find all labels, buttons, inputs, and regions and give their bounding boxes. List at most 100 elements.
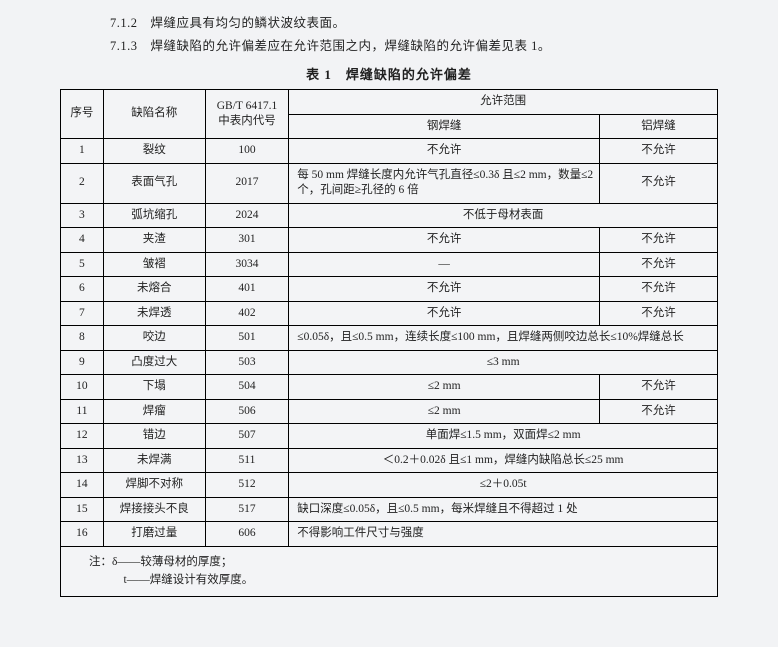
cell-name: 焊瘤 (103, 399, 205, 424)
th-seq: 序号 (61, 90, 104, 139)
th-al: 铝焊缝 (600, 114, 718, 139)
cell-steel: 不允许 (289, 301, 600, 326)
cell-code: 2024 (205, 203, 289, 228)
cell-seq: 13 (61, 448, 104, 473)
cell-seq: 10 (61, 375, 104, 400)
cell-name: 焊脚不对称 (103, 473, 205, 498)
paragraph-712: 7.1.2 焊缝应具有均匀的鳞状波纹表面。 (110, 12, 718, 31)
th-range: 允许范围 (289, 90, 718, 115)
cell-code: 100 (205, 139, 289, 164)
cell-value-merged: ≤2＋0.05t (289, 473, 718, 498)
cell-code: 506 (205, 399, 289, 424)
cell-code: 504 (205, 375, 289, 400)
paragraph-713: 7.1.3 焊缝缺陷的允许偏差应在允许范围之内，焊缝缺陷的允许偏差见表 1。 (110, 35, 718, 54)
table-row: 10下塌504≤2 mm不允许 (61, 375, 718, 400)
th-steel: 钢焊缝 (289, 114, 600, 139)
cell-seq: 3 (61, 203, 104, 228)
cell-name: 错边 (103, 424, 205, 449)
cell-name: 焊接接头不良 (103, 497, 205, 522)
note-line-2: t——焊缝设计有效厚度。 (89, 574, 253, 586)
cell-code: 401 (205, 277, 289, 302)
cell-seq: 7 (61, 301, 104, 326)
cell-name: 未焊透 (103, 301, 205, 326)
cell-seq: 8 (61, 326, 104, 351)
table-row: 9凸度过大503≤3 mm (61, 350, 718, 375)
cell-name: 下塌 (103, 375, 205, 400)
cell-code: 507 (205, 424, 289, 449)
table-row: 4夹渣301不允许不允许 (61, 228, 718, 253)
cell-seq: 6 (61, 277, 104, 302)
cell-steel: 每 50 mm 焊缝长度内允许气孔直径≤0.3δ 且≤2 mm，数量≤2 个，孔… (289, 163, 600, 203)
table-row: 12错边507单面焊≤1.5 mm，双面焊≤2 mm (61, 424, 718, 449)
cell-value-merged: ≤3 mm (289, 350, 718, 375)
defects-table: 序号 缺陷名称 GB/T 6417.1 中表内代号 允许范围 钢焊缝 铝焊缝 1… (60, 89, 718, 597)
table-note-row: 注：δ——较薄母材的厚度； t——焊缝设计有效厚度。 (61, 546, 718, 596)
table-row: 5皱褶3034—不允许 (61, 252, 718, 277)
cell-steel: ≤2 mm (289, 399, 600, 424)
cell-al: 不允许 (600, 301, 718, 326)
cell-code: 301 (205, 228, 289, 253)
table-body: 1裂纹100不允许不允许2表面气孔2017每 50 mm 焊缝长度内允许气孔直径… (61, 139, 718, 547)
cell-al: 不允许 (600, 399, 718, 424)
table-row: 1裂纹100不允许不允许 (61, 139, 718, 164)
cell-seq: 15 (61, 497, 104, 522)
cell-code: 517 (205, 497, 289, 522)
cell-code: 606 (205, 522, 289, 547)
table-row: 13未焊满511＜0.2＋0.02δ 且≤1 mm，焊缝内缺陷总长≤25 mm (61, 448, 718, 473)
cell-steel: ≤2 mm (289, 375, 600, 400)
table-row: 14焊脚不对称512≤2＋0.05t (61, 473, 718, 498)
cell-seq: 2 (61, 163, 104, 203)
cell-seq: 4 (61, 228, 104, 253)
cell-name: 打磨过量 (103, 522, 205, 547)
cell-value-merged: 缺口深度≤0.05δ，且≤0.5 mm，每米焊缝且不得超过 1 处 (289, 497, 718, 522)
cell-seq: 1 (61, 139, 104, 164)
cell-name: 皱褶 (103, 252, 205, 277)
cell-name: 咬边 (103, 326, 205, 351)
cell-code: 402 (205, 301, 289, 326)
cell-value-merged: 不低于母材表面 (289, 203, 718, 228)
cell-value-merged: 单面焊≤1.5 mm，双面焊≤2 mm (289, 424, 718, 449)
th-name: 缺陷名称 (103, 90, 205, 139)
cell-name: 裂纹 (103, 139, 205, 164)
table-row: 2表面气孔2017每 50 mm 焊缝长度内允许气孔直径≤0.3δ 且≤2 mm… (61, 163, 718, 203)
table-row: 16打磨过量606不得影响工件尺寸与强度 (61, 522, 718, 547)
cell-name: 表面气孔 (103, 163, 205, 203)
cell-code: 503 (205, 350, 289, 375)
table-note-cell: 注：δ——较薄母材的厚度； t——焊缝设计有效厚度。 (61, 546, 718, 596)
cell-code: 2017 (205, 163, 289, 203)
th-code: GB/T 6417.1 中表内代号 (205, 90, 289, 139)
cell-value-merged: ≤0.05δ，且≤0.5 mm，连续长度≤100 mm，且焊缝两侧咬边总长≤10… (289, 326, 718, 351)
cell-code: 512 (205, 473, 289, 498)
cell-al: 不允许 (600, 375, 718, 400)
table-row: 3弧坑缩孔2024不低于母材表面 (61, 203, 718, 228)
cell-seq: 5 (61, 252, 104, 277)
cell-code: 501 (205, 326, 289, 351)
cell-seq: 12 (61, 424, 104, 449)
cell-name: 弧坑缩孔 (103, 203, 205, 228)
cell-code: 3034 (205, 252, 289, 277)
cell-name: 凸度过大 (103, 350, 205, 375)
note-line-1: 注：δ——较薄母材的厚度； (89, 556, 232, 568)
cell-seq: 11 (61, 399, 104, 424)
cell-steel: 不允许 (289, 228, 600, 253)
cell-seq: 16 (61, 522, 104, 547)
table-title: 表 1 焊缝缺陷的允许偏差 (60, 64, 718, 83)
table-header-row-1: 序号 缺陷名称 GB/T 6417.1 中表内代号 允许范围 (61, 90, 718, 115)
cell-al: 不允许 (600, 252, 718, 277)
cell-code: 511 (205, 448, 289, 473)
table-row: 6未熔合401不允许不允许 (61, 277, 718, 302)
table-row: 7未焊透402不允许不允许 (61, 301, 718, 326)
cell-al: 不允许 (600, 163, 718, 203)
table-row: 8咬边501≤0.05δ，且≤0.5 mm，连续长度≤100 mm，且焊缝两侧咬… (61, 326, 718, 351)
cell-steel: 不允许 (289, 139, 600, 164)
cell-value-merged: ＜0.2＋0.02δ 且≤1 mm，焊缝内缺陷总长≤25 mm (289, 448, 718, 473)
table-row: 11焊瘤506≤2 mm不允许 (61, 399, 718, 424)
cell-seq: 14 (61, 473, 104, 498)
cell-al: 不允许 (600, 277, 718, 302)
table-row: 15焊接接头不良517缺口深度≤0.05δ，且≤0.5 mm，每米焊缝且不得超过… (61, 497, 718, 522)
cell-name: 未熔合 (103, 277, 205, 302)
cell-al: 不允许 (600, 228, 718, 253)
cell-al: 不允许 (600, 139, 718, 164)
cell-name: 未焊满 (103, 448, 205, 473)
cell-seq: 9 (61, 350, 104, 375)
